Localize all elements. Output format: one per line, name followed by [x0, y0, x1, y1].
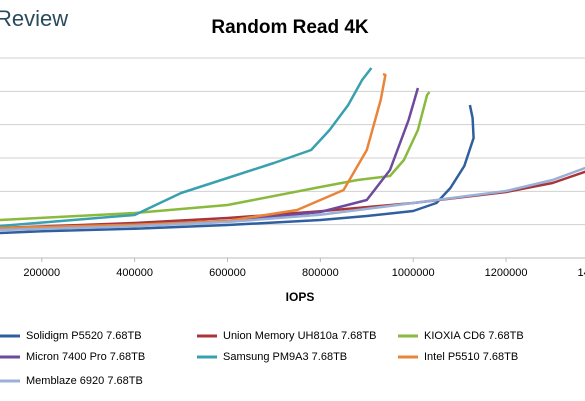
x-tick-label: 600000 — [209, 267, 246, 279]
series-line — [0, 91, 431, 222]
x-tick-label: 200000 — [23, 267, 60, 279]
x-tick-label: 400000 — [116, 267, 153, 279]
legend-label: Micron 7400 Pro 7.68TB — [26, 351, 145, 363]
series-line — [0, 170, 585, 230]
legend-label: Intel P5510 7.68TB — [424, 351, 518, 363]
legend-label: KIOXIA CD6 7.68TB — [424, 330, 524, 342]
legend-label: Samsung PM9A3 7.68TB — [223, 351, 347, 363]
series-line — [0, 67, 373, 228]
series-line — [0, 72, 387, 230]
watermark: Review — [0, 6, 68, 31]
chart-title: Random Read 4K — [211, 17, 369, 38]
legend-label: Solidigm P5520 7.68TB — [26, 330, 142, 342]
legend-label: Memblaze 6920 7.68TB — [26, 375, 143, 387]
x-tick-label: 800000 — [302, 267, 339, 279]
series-line — [0, 166, 585, 232]
x-tick-label: 1400000 — [578, 267, 585, 279]
x-tick-label: 1000000 — [392, 267, 435, 279]
series-line — [0, 104, 475, 235]
x-tick-label: 1200000 — [485, 267, 528, 279]
x-axis-label: IOPS — [286, 290, 315, 304]
legend-label: Union Memory UH810a 7.68TB — [223, 330, 376, 342]
